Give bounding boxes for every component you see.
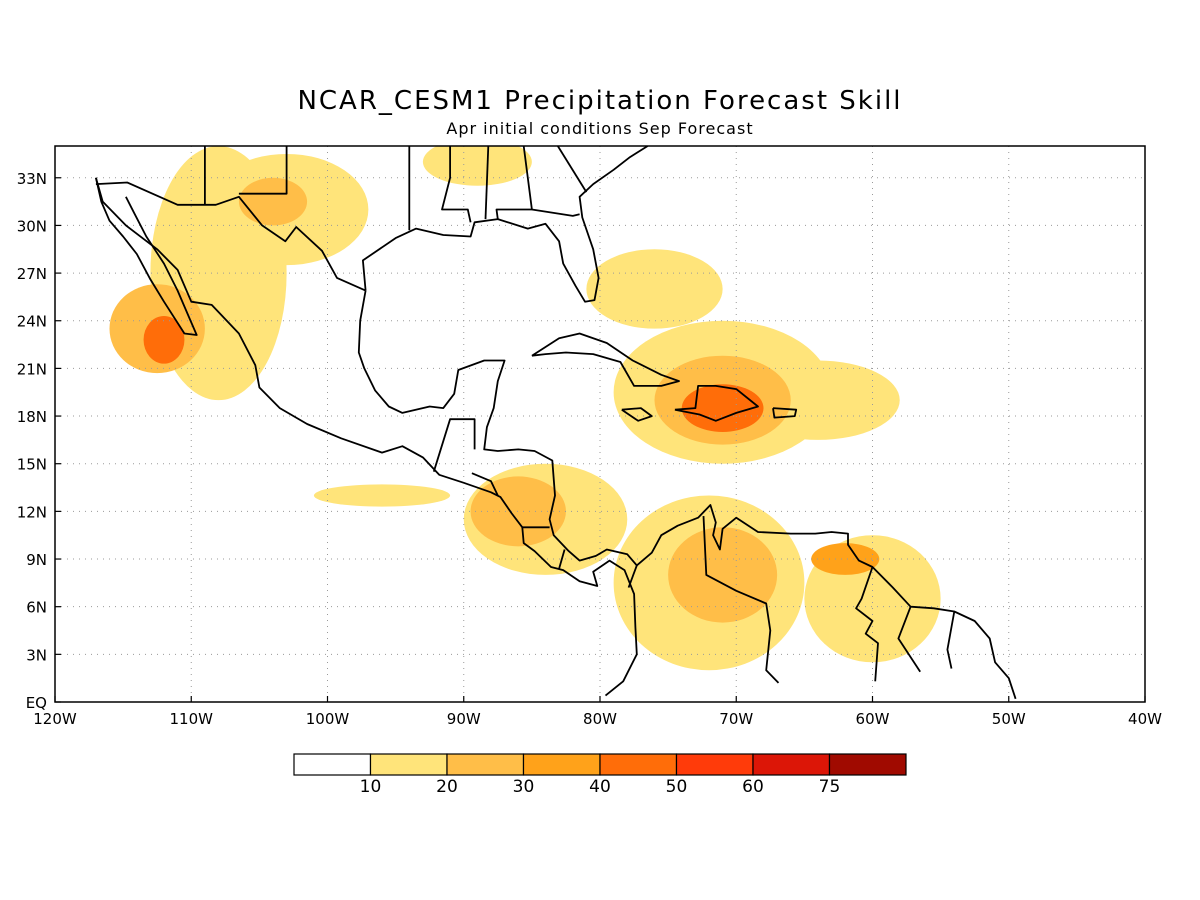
us-state-lines-7 xyxy=(531,208,580,217)
lon-tick-label: 60W xyxy=(856,710,890,728)
us-state-lines-4 xyxy=(441,146,472,223)
lat-tick-label: 15N xyxy=(17,456,47,474)
lat-tick-label: 9N xyxy=(26,551,47,569)
colorbar-swatch xyxy=(446,753,525,776)
colorbar-label: 60 xyxy=(742,777,764,797)
colorbar-label: 20 xyxy=(436,777,458,797)
lon-tick-label: 40W xyxy=(1128,710,1162,728)
us-state-lines-5 xyxy=(484,146,490,220)
baja-california xyxy=(95,177,198,336)
colorbar-swatch xyxy=(522,753,601,776)
colorbar-swatch xyxy=(293,753,372,776)
jamaica xyxy=(621,407,653,422)
colorbar-swatch xyxy=(599,753,678,776)
gulf-coast xyxy=(361,146,649,303)
lon-tick-label: 80W xyxy=(583,710,617,728)
central-america-borders xyxy=(432,418,476,472)
chart-subtitle: Apr initial conditions Sep Forecast xyxy=(446,119,754,138)
coastline-layer xyxy=(95,146,1017,700)
colorbar-label: 75 xyxy=(819,777,841,797)
skill-region-15 xyxy=(811,543,880,575)
chart-title: NCAR_CESM1 Precipitation Forecast Skill xyxy=(297,86,903,116)
south-america-borders-5 xyxy=(946,611,956,669)
lat-tick-label: 33N xyxy=(17,170,47,188)
lat-tick-label: 24N xyxy=(17,313,47,331)
south-america-borders-4 xyxy=(897,606,921,673)
lat-tick-label: 6N xyxy=(26,599,47,617)
lat-tick-label: 18N xyxy=(17,408,47,426)
colorbar: 10 20 30 40 50 60 75 xyxy=(293,753,907,797)
south-america-borders-2 xyxy=(702,516,780,684)
us-state-lines-8 xyxy=(557,146,588,193)
lon-tick-label: 100W xyxy=(306,710,350,728)
colorbar-label: 10 xyxy=(360,777,382,797)
central-america-borders-2 xyxy=(471,472,499,496)
us-mexico-border xyxy=(95,181,366,292)
skill-region-17 xyxy=(681,384,764,432)
lat-tick-label: 30N xyxy=(17,217,47,235)
colorbar-label: 30 xyxy=(513,777,535,797)
colorbar-swatch xyxy=(828,753,907,776)
central-america-borders-4 xyxy=(558,549,566,569)
skill-region-2 xyxy=(422,146,532,186)
cuba xyxy=(531,332,680,387)
skill-region-3 xyxy=(586,249,723,329)
lat-tick-label: 27N xyxy=(17,265,47,283)
colorbar-label: 40 xyxy=(589,777,611,797)
lat-tick-label: 21N xyxy=(17,360,47,378)
hispaniola xyxy=(674,384,759,422)
skill-region-14 xyxy=(668,527,778,623)
mexico-gulf-coast xyxy=(357,290,1017,700)
skill-region-11 xyxy=(238,177,308,226)
lat-tick-label: EQ xyxy=(26,694,47,712)
skill-region-16 xyxy=(143,315,185,364)
lon-tick-label: 90W xyxy=(447,710,481,728)
us-state-lines-2 xyxy=(238,146,288,195)
skill-region-6 xyxy=(313,484,451,507)
lat-tick-label: 3N xyxy=(26,646,47,664)
puerto-rico xyxy=(772,407,798,419)
lon-tick-label: 110W xyxy=(170,710,214,728)
colorbar-swatch xyxy=(675,753,754,776)
mexico-pacific-coast xyxy=(95,177,638,697)
colorbar-label: 50 xyxy=(666,777,688,797)
lon-tick-label: 70W xyxy=(719,710,753,728)
axis-ticks-layer: 120W 110W 100W 90W 80W 70W 60W 50W 40W EQ 3N 6N 9N 12… xyxy=(17,170,1162,728)
colorbar-swatch xyxy=(752,753,831,776)
lon-tick-label: 120W xyxy=(33,710,77,728)
lat-tick-label: 12N xyxy=(17,503,47,521)
skill-field-layer xyxy=(109,146,941,671)
colorbar-swatch xyxy=(369,753,448,776)
lon-tick-label: 50W xyxy=(992,710,1026,728)
south-america-borders xyxy=(627,565,638,588)
us-state-lines-6 xyxy=(495,146,533,220)
south-america-borders-3 xyxy=(855,566,879,682)
